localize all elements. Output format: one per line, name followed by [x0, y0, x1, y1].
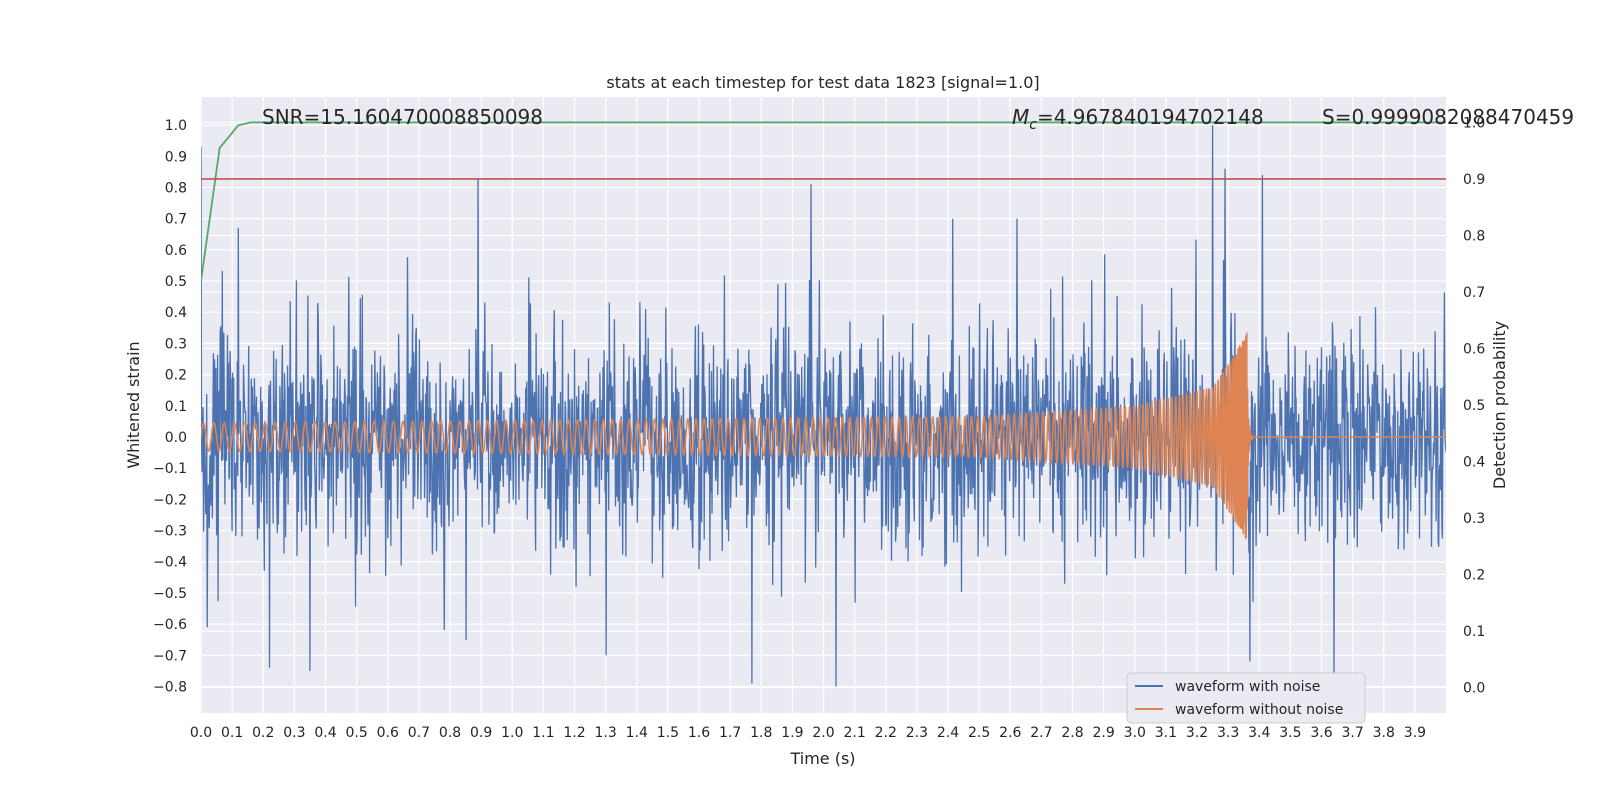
- y-tick-labels: −0.8 −0.7 −0.6 −0.5 −0.4 −0.3 −0.2 −0.1 0.0 0.1 0.…: [153, 118, 187, 695]
- y-tick-label: 0.5: [165, 274, 187, 290]
- y-right-tick-label: 0.7: [1463, 285, 1485, 301]
- x-tick-label: 1.7: [719, 725, 741, 741]
- x-tick-label: 0.2: [252, 725, 274, 741]
- x-tick-label: 0.7: [408, 725, 430, 741]
- x-tick-label: 2.3: [906, 725, 928, 741]
- x-tick-label: 3.5: [1279, 725, 1301, 741]
- x-tick-label: 3.6: [1310, 725, 1332, 741]
- x-tick-labels: 0.0 0.1 0.2 0.3 0.4 0.5 0.6 0.7 0.8 0.9 1.0 1.1 1.2 1…: [190, 725, 1426, 741]
- x-tick-label: 1.0: [501, 725, 523, 741]
- y-right-axis-label: Detection probability: [1490, 321, 1509, 489]
- x-tick-label: 3.8: [1373, 725, 1395, 741]
- legend-label-clean: waveform without noise: [1175, 702, 1343, 718]
- y-right-tick-label: 0.4: [1463, 455, 1485, 471]
- y-tick-label: 0.3: [165, 336, 187, 352]
- x-tick-label: 0.8: [439, 725, 461, 741]
- legend: waveform with noise waveform without noi…: [1126, 672, 1366, 724]
- y-right-tick-label: 0.5: [1463, 398, 1485, 414]
- x-tick-label: 3.7: [1341, 725, 1363, 741]
- y-tick-label: −0.5: [153, 586, 187, 602]
- x-tick-label: 3.1: [1155, 725, 1177, 741]
- x-tick-label: 2.8: [1061, 725, 1083, 741]
- y-tick-label: −0.1: [153, 461, 187, 477]
- legend-box: [1126, 672, 1366, 724]
- x-tick-label: 0.6: [377, 725, 399, 741]
- x-tick-label: 3.0: [1124, 725, 1146, 741]
- x-tick-label: 1.3: [594, 725, 616, 741]
- y-tick-label: −0.4: [153, 555, 187, 571]
- series-detection-probability: [201, 121, 1446, 281]
- x-tick-label: 1.2: [563, 725, 585, 741]
- y-tick-label: 0.4: [165, 305, 187, 321]
- x-tick-label: 2.2: [875, 725, 897, 741]
- chirp-mass-subscript: c: [1029, 117, 1037, 133]
- series-waveform-without-noise: [201, 331, 1446, 539]
- y-right-tick-label: 0.1: [1463, 624, 1485, 640]
- y-tick-label: −0.2: [153, 492, 187, 508]
- x-tick-label: 2.4: [937, 725, 959, 741]
- y-tick-label: 0.9: [165, 149, 187, 165]
- y-tick-label: −0.3: [153, 524, 187, 540]
- x-tick-label: 0.0: [190, 725, 212, 741]
- legend-label-noise: waveform with noise: [1175, 679, 1320, 695]
- x-tick-label: 2.9: [1092, 725, 1114, 741]
- x-tick-label: 1.9: [781, 725, 803, 741]
- y-axis-label: Whitened strain: [124, 341, 143, 468]
- y-tick-label: 0.0: [165, 430, 187, 446]
- x-tick-label: 1.1: [532, 725, 554, 741]
- x-tick-label: 2.6: [999, 725, 1021, 741]
- significance-annotation: S=0.9999082088470459: [1322, 105, 1574, 129]
- x-tick-label: 1.8: [750, 725, 772, 741]
- x-tick-label: 2.1: [843, 725, 865, 741]
- chirp-mass-value: =4.967840194702148: [1037, 105, 1264, 129]
- x-tick-label: 3.2: [1186, 725, 1208, 741]
- y-right-tick-label: 0.8: [1463, 228, 1485, 244]
- y-right-tick-labels: 0.0 0.1 0.2 0.3 0.4 0.5 0.6 0.7 0.8 0.9 1.0: [1463, 115, 1485, 696]
- snr-annotation: SNR=15.160470008850098: [262, 105, 543, 129]
- x-tick-label: 3.3: [1217, 725, 1239, 741]
- x-tick-label: 1.6: [688, 725, 710, 741]
- x-tick-label: 3.9: [1404, 725, 1426, 741]
- x-tick-label: 1.5: [657, 725, 679, 741]
- x-tick-label: 3.4: [1248, 725, 1270, 741]
- y-tick-label: 0.7: [165, 212, 187, 228]
- x-tick-label: 0.3: [283, 725, 305, 741]
- chirp-mass-symbol: M: [1012, 105, 1029, 129]
- y-tick-label: −0.8: [153, 679, 187, 695]
- x-tick-label: 0.9: [470, 725, 492, 741]
- y-tick-label: −0.7: [153, 648, 187, 664]
- y-right-tick-label: 1.0: [1463, 115, 1485, 131]
- y-tick-label: −0.6: [153, 617, 187, 633]
- y-right-tick-label: 0.9: [1463, 172, 1485, 188]
- x-tick-label: 2.7: [1030, 725, 1052, 741]
- y-right-tick-label: 0.6: [1463, 341, 1485, 357]
- x-axis-label: Time (s): [789, 749, 855, 768]
- x-tick-label: 2.0: [812, 725, 834, 741]
- y-right-tick-label: 0.3: [1463, 511, 1485, 527]
- x-tick-label: 0.5: [345, 725, 367, 741]
- y-tick-label: 0.8: [165, 180, 187, 196]
- x-tick-label: 1.4: [626, 725, 648, 741]
- y-tick-label: 0.2: [165, 368, 187, 384]
- chirp-mass-annotation: Mc=4.967840194702148: [1012, 105, 1264, 133]
- x-tick-label: 2.5: [968, 725, 990, 741]
- x-tick-label: 0.1: [221, 725, 243, 741]
- x-tick-label: 0.4: [314, 725, 336, 741]
- y-tick-label: 1.0: [165, 118, 187, 134]
- y-tick-label: 0.6: [165, 243, 187, 259]
- y-right-tick-label: 0.0: [1463, 681, 1485, 697]
- series-layer: [201, 121, 1446, 687]
- chart-title: stats at each timestep for test data 182…: [606, 73, 1039, 92]
- y-right-tick-label: 0.2: [1463, 568, 1485, 584]
- y-tick-label: 0.1: [165, 399, 187, 415]
